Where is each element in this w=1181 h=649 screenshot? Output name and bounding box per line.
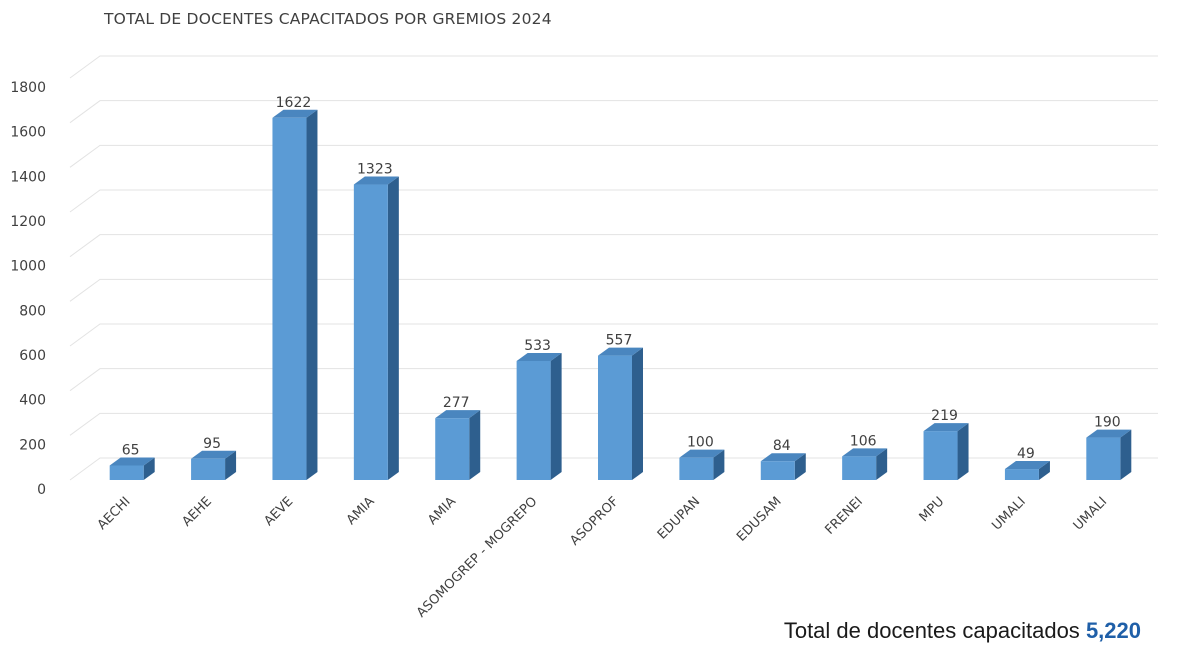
- bar: [1004, 461, 1050, 480]
- x-tick-label: AEHE: [179, 494, 214, 529]
- bar: [598, 347, 643, 480]
- bar: [109, 457, 155, 480]
- y-tick-label: 1800: [10, 80, 46, 96]
- gridline: [69, 234, 1158, 258]
- total-value: 5,220: [1085, 618, 1141, 643]
- x-tick-label: AECHI: [95, 494, 134, 533]
- data-label: 100: [687, 435, 714, 451]
- gridline: [69, 144, 1158, 168]
- x-tick-label: FRENEI: [822, 494, 865, 537]
- gridline: [69, 412, 1158, 436]
- y-tick-label: 200: [19, 437, 46, 453]
- data-label: 1622: [276, 95, 312, 111]
- data-label: 277: [443, 395, 470, 411]
- x-tick-label: EDUSAM: [734, 494, 784, 544]
- bar: [191, 450, 237, 480]
- chart-title: TOTAL DE DOCENTES CAPACITADOS POR GREMIO…: [104, 10, 552, 28]
- data-label: 95: [203, 436, 221, 452]
- gridline: [69, 323, 1158, 347]
- data-label: 1323: [357, 162, 393, 178]
- bar: [1086, 429, 1132, 480]
- y-tick-label: 400: [19, 393, 46, 409]
- x-tick-label: UMALI: [989, 494, 1028, 533]
- x-tick-label: MPU: [917, 494, 948, 525]
- gridlines: [69, 55, 1158, 481]
- x-tick-label: EDUPAN: [655, 494, 703, 542]
- data-label: 106: [850, 433, 877, 449]
- bar: [353, 176, 399, 480]
- data-labels: 65 95 1622 1323 277 533 557 100 84 106 219 49 190: [122, 95, 1121, 462]
- gridline: [69, 55, 1158, 79]
- total-summary: Total de docentes capacitados 5,220: [784, 618, 1141, 644]
- gridline: [69, 189, 1158, 213]
- data-label: 533: [524, 338, 551, 354]
- y-tick-label: 1200: [10, 214, 46, 230]
- y-tick-label: 800: [19, 303, 46, 319]
- bar: [923, 423, 969, 480]
- data-label: 49: [1017, 446, 1035, 462]
- bars: [109, 109, 1132, 481]
- gridline: [69, 278, 1158, 302]
- bar: [842, 448, 888, 480]
- bar: [516, 352, 562, 480]
- data-label: 84: [773, 438, 791, 454]
- y-tick-label: 0: [37, 482, 46, 498]
- gridline: [69, 368, 1158, 392]
- x-tick-label: AMIA: [344, 494, 378, 528]
- y-tick-label: 600: [19, 348, 46, 364]
- total-label: Total de docentes capacitados: [783, 618, 1080, 643]
- data-label: 219: [931, 408, 958, 424]
- bar: [760, 453, 806, 480]
- y-tick-label: 1400: [10, 169, 46, 185]
- data-label: 190: [1094, 415, 1121, 431]
- y-axis-ticks: 0 200 400 600 800 1000 1200 1400 1600 1800: [10, 80, 46, 498]
- bar: [679, 449, 725, 480]
- bar: [435, 410, 481, 480]
- y-tick-label: 1000: [10, 259, 46, 275]
- x-tick-label: AEVE: [261, 494, 296, 529]
- data-label: 65: [122, 442, 140, 458]
- data-label: 557: [606, 333, 633, 349]
- y-tick-label: 1600: [10, 125, 46, 141]
- x-tick-label: UMALI: [1071, 494, 1110, 533]
- bar: [272, 109, 318, 481]
- x-tick-label: ASOPROF: [567, 494, 621, 548]
- gridline: [69, 100, 1158, 124]
- x-tick-label: AMIA: [425, 494, 459, 528]
